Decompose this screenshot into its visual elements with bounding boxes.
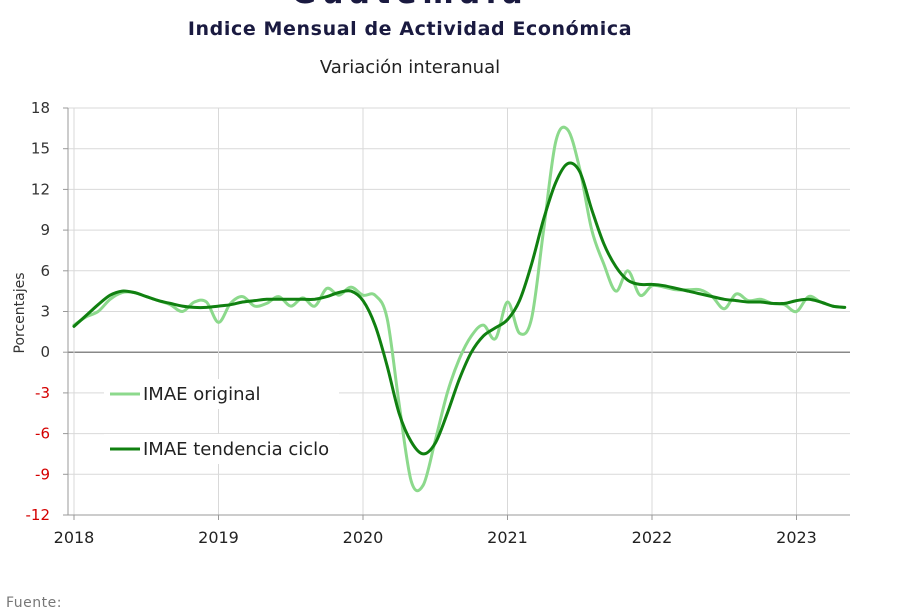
x-tick-label: 2023 <box>776 528 817 547</box>
y-tick-label: 9 <box>40 221 50 239</box>
x-tick-label: 2022 <box>632 528 673 547</box>
legend-label: IMAE original <box>143 384 261 405</box>
clipped-top-title: Guatemala <box>0 0 820 11</box>
y-tick-label: -6 <box>35 425 50 443</box>
series-lines <box>72 125 847 493</box>
y-tick-label: -9 <box>35 465 50 483</box>
y-tick-label: 0 <box>40 343 50 361</box>
y-axis-label: Porcentajes <box>12 272 28 353</box>
x-tick-labels: 2018 2019 2020 2021 2022 2023 <box>54 528 817 547</box>
chart-title: Indice Mensual de Actividad Económica <box>187 18 633 40</box>
y-tick-labels: 18 15 12 9 6 3 0 -3 -6 -9 -12 <box>26 99 51 524</box>
legend-bg <box>104 379 339 409</box>
y-tick-label: 12 <box>31 180 50 198</box>
legend: IMAE original IMAE tendencia ciclo <box>104 379 339 464</box>
source-note: Fuente: <box>6 595 62 611</box>
x-tick-label: 2019 <box>198 528 239 547</box>
y-tick-label: 6 <box>40 262 50 280</box>
y-tick-label: 15 <box>31 140 50 158</box>
x-tick-label: 2020 <box>343 528 384 547</box>
series-line-imae-tendencia-ciclo <box>72 161 847 456</box>
legend-label: IMAE tendencia ciclo <box>143 439 329 460</box>
y-tick-label: -3 <box>35 384 50 402</box>
x-tick-label: 2021 <box>487 528 528 547</box>
y-tick-label: -12 <box>26 506 51 524</box>
legend-bg <box>104 434 339 464</box>
x-tick-label: 2018 <box>54 528 95 547</box>
y-tick-label: 3 <box>40 303 50 321</box>
axes <box>63 107 850 520</box>
y-tick-label: 18 <box>31 99 50 117</box>
chart-subtitle: Variación interanual <box>319 57 501 78</box>
